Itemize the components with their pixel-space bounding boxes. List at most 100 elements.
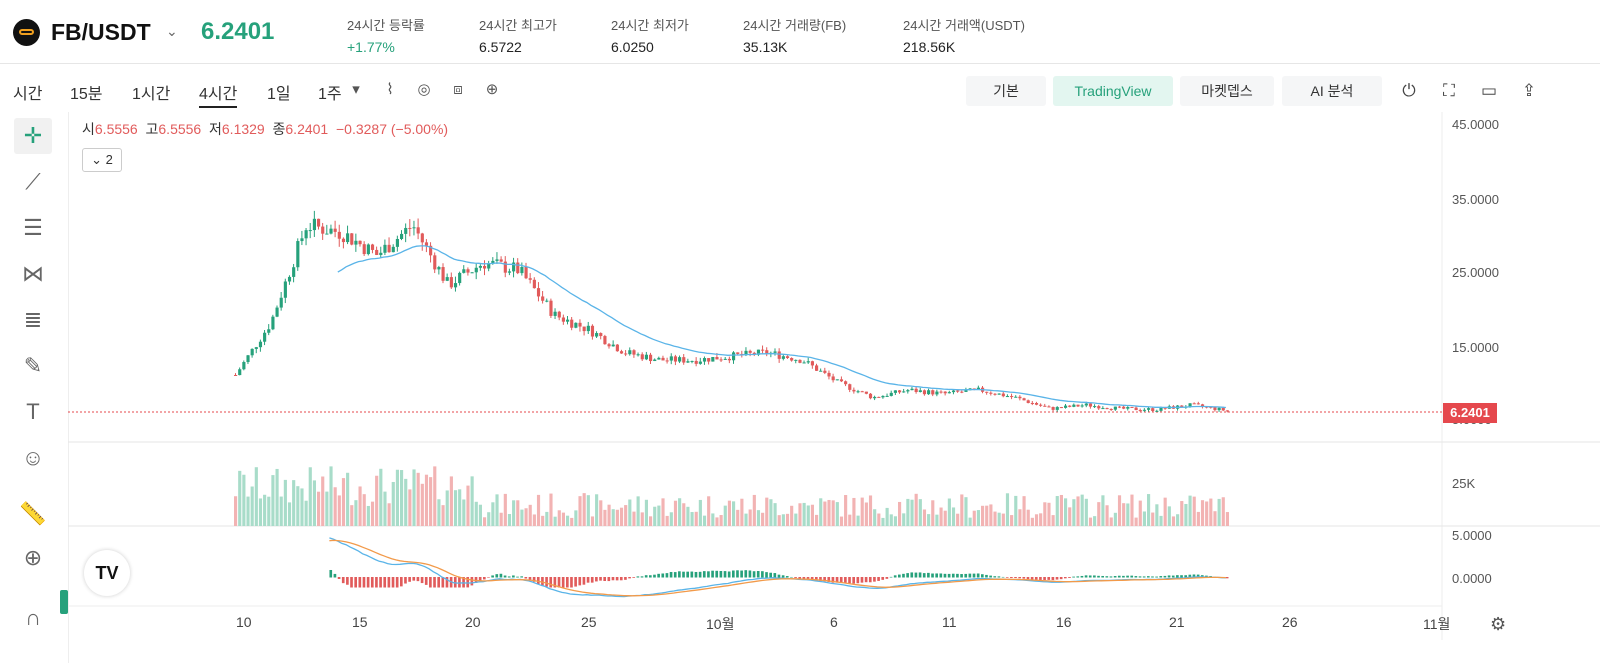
zoom-icon[interactable]: ⊕ — [23, 545, 43, 570]
share-icon[interactable]: ⇪ — [1521, 81, 1537, 100]
macd-histogram-bar — [815, 577, 818, 581]
macd-histogram-bar — [898, 574, 901, 578]
macd-histogram-bar — [545, 577, 548, 587]
chevron-down-icon[interactable]: ⌄ — [166, 23, 178, 39]
trendline-icon[interactable]: ⟋ — [25, 169, 41, 194]
volume-bar — [931, 500, 935, 526]
volume-bar — [665, 515, 669, 526]
x-tick: 26 — [1282, 614, 1298, 630]
emoji-icon[interactable]: ☺ — [21, 445, 45, 470]
tf-1d[interactable]: 1일 — [267, 86, 291, 103]
candle — [1072, 404, 1076, 407]
macd-histogram-bar — [1196, 574, 1200, 578]
chart-type-icon[interactable]: ⌇ — [386, 81, 394, 98]
volume-bar — [570, 517, 574, 526]
candle — [599, 333, 603, 337]
volume-bar — [823, 501, 827, 526]
tf-4h[interactable]: 4시간 — [199, 80, 238, 108]
candle — [524, 266, 528, 279]
view-ai-button[interactable]: AI 분석 — [1282, 76, 1382, 106]
trading-pair[interactable]: FB/USDT — [51, 19, 151, 45]
volume-bar — [1101, 495, 1105, 526]
macd-histogram-bar — [848, 577, 851, 584]
volume-bar — [445, 490, 449, 526]
fullscreen-icon[interactable]: ⛶ — [1443, 81, 1455, 100]
volume-bar — [1001, 513, 1005, 526]
view-tradingview-button[interactable]: TradingView — [1053, 76, 1173, 106]
macd-histogram-bar — [690, 571, 694, 578]
volume-bar — [839, 516, 844, 526]
horizontal-lines-icon[interactable]: ☰ — [23, 215, 43, 240]
volume-bar — [956, 513, 960, 526]
moving-average-line — [337, 245, 1226, 409]
ruler-icon[interactable]: 📏 — [19, 501, 47, 526]
pattern-icon[interactable]: ⋈ — [22, 261, 44, 286]
volume-bar — [304, 500, 308, 526]
volume-bar — [947, 498, 951, 526]
candle — [889, 392, 893, 396]
macd-histogram-bar — [541, 577, 544, 587]
volume-bar — [512, 500, 516, 526]
view-depth-button[interactable]: 마켓뎁스 — [1180, 76, 1274, 106]
volume-bar — [595, 494, 599, 526]
volume-bar — [416, 472, 420, 526]
candle — [698, 361, 702, 364]
macd-histogram-bar — [512, 575, 515, 578]
candle — [1076, 404, 1080, 407]
fib-icon[interactable]: ≣ — [23, 307, 43, 332]
volume-bar — [939, 507, 943, 526]
tf-time[interactable]: 시간 — [13, 86, 43, 103]
macd-histogram-bar — [536, 577, 540, 585]
text-icon[interactable]: T — [26, 399, 40, 424]
collapse-handle[interactable] — [60, 590, 68, 614]
crosshair-icon[interactable]: ✛ — [14, 118, 52, 154]
magnet-icon[interactable]: ∩ — [25, 605, 41, 630]
candle — [1105, 408, 1109, 410]
volume-bar — [383, 491, 387, 526]
candle — [246, 355, 250, 363]
view-basic-button[interactable]: 기본 — [966, 76, 1046, 106]
layout-icon[interactable]: ▭ — [1480, 81, 1498, 100]
tf-15m[interactable]: 15분 — [70, 86, 103, 103]
indicator-toggle[interactable]: ⌄ 2 — [82, 148, 122, 172]
volume-bar — [889, 514, 893, 526]
macd-histogram-bar — [1180, 575, 1183, 578]
macd-histogram-bar — [350, 577, 353, 588]
volume-bar — [985, 505, 989, 526]
tf-1h[interactable]: 1시간 — [132, 86, 171, 103]
volume-bar — [1014, 495, 1018, 526]
candle — [939, 391, 943, 393]
macd-histogram-bar — [632, 577, 636, 578]
macd-histogram-bar — [495, 574, 499, 578]
macd-histogram-bar — [578, 577, 582, 586]
indicator-icon[interactable]: ◎ — [417, 81, 431, 98]
macd-histogram-bar — [922, 573, 926, 578]
macd-histogram-bar — [839, 577, 843, 583]
macd-histogram-bar — [914, 572, 918, 578]
candle — [279, 297, 283, 308]
macd-histogram-bar — [379, 577, 382, 588]
candles-icon[interactable]: ⧈ — [453, 81, 463, 98]
volume-bar — [317, 491, 321, 526]
macd-histogram-bar — [445, 577, 449, 588]
add-icon[interactable]: ⊕ — [485, 81, 499, 98]
candle — [947, 392, 951, 394]
close-value: 6.2401 — [285, 121, 329, 137]
power-icon[interactable]: ⏻ — [1402, 81, 1416, 100]
caret-down-icon[interactable]: ▾ — [352, 81, 360, 98]
macd-histogram-bar — [408, 577, 411, 582]
candle — [453, 283, 458, 288]
volume-bar — [1088, 517, 1093, 526]
low-label: 저 — [209, 121, 222, 137]
candle — [831, 376, 835, 381]
settings-icon[interactable]: ⚙ — [1490, 614, 1507, 634]
volume-bar — [279, 496, 283, 526]
macd-histogram-bar — [590, 577, 594, 583]
macd-histogram-bar — [1064, 577, 1067, 579]
tf-1w[interactable]: 1주 — [318, 86, 342, 103]
macd-histogram-bar — [1126, 575, 1129, 578]
close-label: 종 — [272, 121, 286, 137]
brush-icon[interactable]: ✎ — [23, 353, 43, 378]
volume-bar — [250, 486, 254, 526]
